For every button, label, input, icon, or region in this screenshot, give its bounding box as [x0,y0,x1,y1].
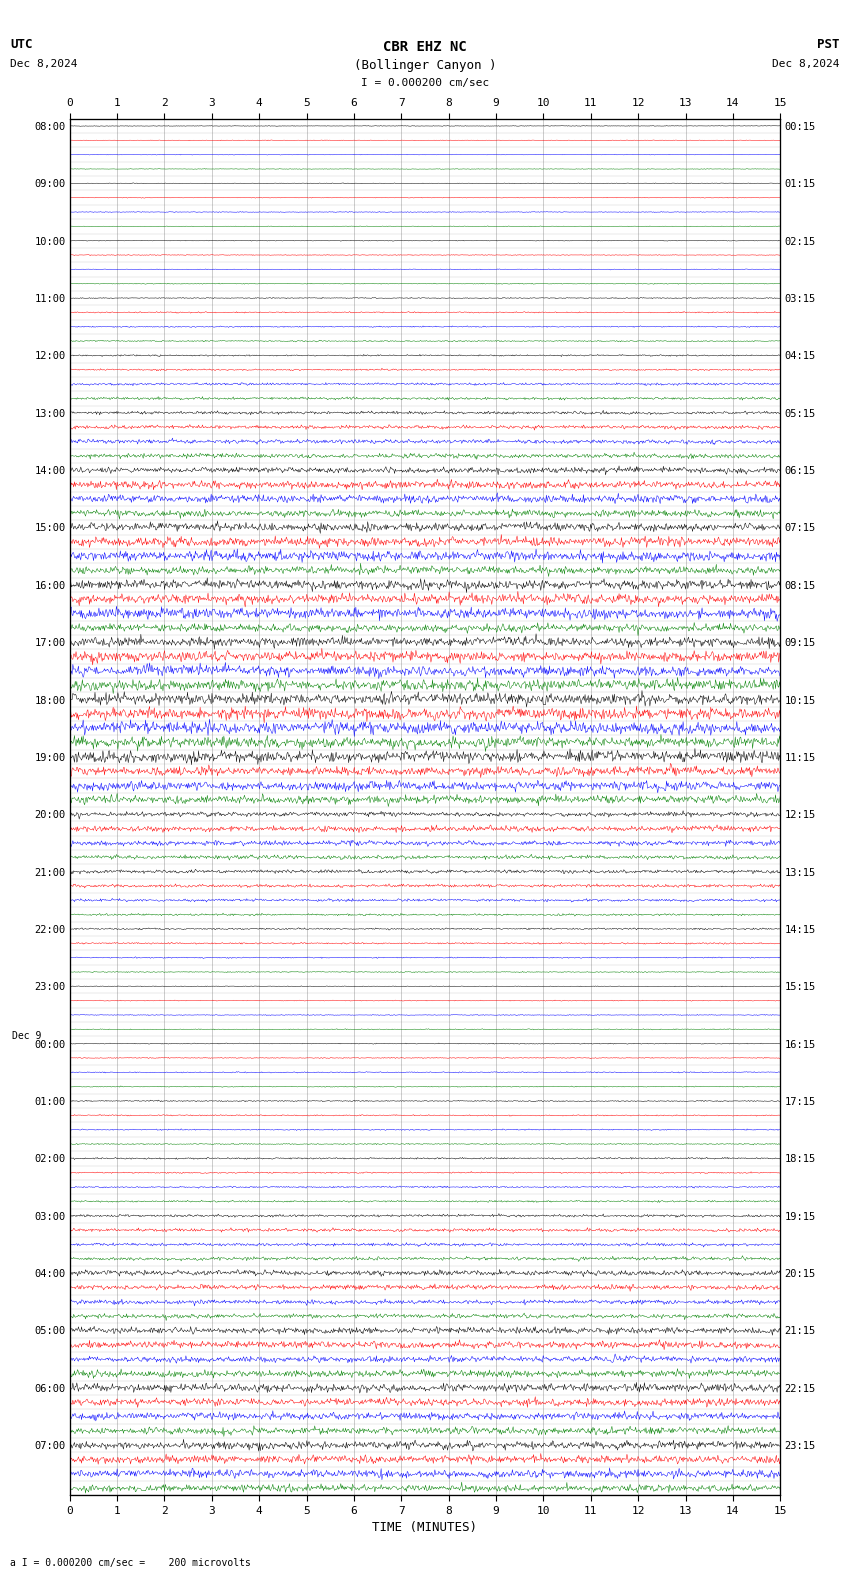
Text: I = 0.000200 cm/sec: I = 0.000200 cm/sec [361,78,489,87]
Text: Dec 8,2024: Dec 8,2024 [773,59,840,68]
Text: a I = 0.000200 cm/sec =    200 microvolts: a I = 0.000200 cm/sec = 200 microvolts [10,1559,251,1568]
Text: (Bollinger Canyon ): (Bollinger Canyon ) [354,59,496,71]
Text: CBR EHZ NC: CBR EHZ NC [383,40,467,54]
X-axis label: TIME (MINUTES): TIME (MINUTES) [372,1521,478,1535]
Text: Dec 9: Dec 9 [12,1031,42,1041]
Text: UTC: UTC [10,38,32,51]
Text: Dec 8,2024: Dec 8,2024 [10,59,77,68]
Text: PST: PST [818,38,840,51]
